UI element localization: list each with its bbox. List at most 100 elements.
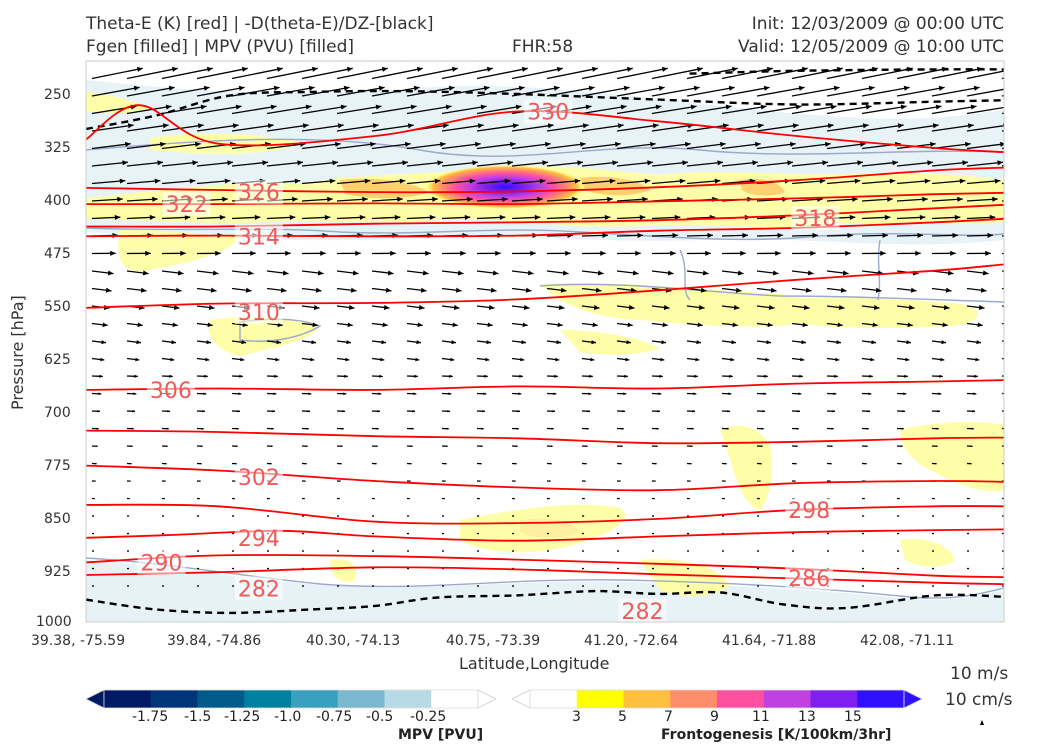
theta-e-label: 294 — [238, 527, 280, 552]
wind-vector — [441, 357, 455, 362]
wind-vector — [476, 304, 495, 311]
theta-e-label: 302 — [238, 466, 280, 491]
wind-vector — [511, 304, 530, 311]
stability-contour — [689, 68, 1004, 75]
fgen-colorbar-title: Frontogenesis [K/100km/3hr] — [661, 727, 892, 743]
y-tick-label: 775 — [44, 458, 71, 474]
wind-vector — [511, 196, 543, 202]
wind-vector — [441, 287, 462, 293]
wind-vector — [721, 160, 759, 167]
wind-vector — [931, 462, 937, 465]
wind-vector — [441, 340, 457, 345]
wind-vector — [231, 66, 283, 80]
wind-vector — [1001, 165, 1004, 167]
fgen-tick: 7 — [664, 709, 673, 725]
wind-vector — [896, 85, 945, 97]
wind-vector — [476, 214, 506, 220]
wind-vector — [336, 340, 352, 345]
wind-vector — [1001, 287, 1004, 290]
x-axis-label: Latitude,Longitude — [459, 654, 610, 673]
theta-e-label-bg — [618, 598, 667, 623]
wind-vector — [126, 123, 169, 132]
wind-vector — [337, 61, 341, 62]
wind-vector — [896, 357, 910, 362]
wind-vector — [336, 160, 374, 167]
theta-e-label-bg — [234, 224, 283, 249]
wind-vector — [266, 392, 277, 396]
wind-vector — [791, 160, 829, 167]
wind-vector — [476, 287, 497, 293]
wind-vector — [1001, 94, 1004, 97]
wind-vector — [721, 340, 737, 345]
wind-vector — [931, 104, 977, 115]
wind-vector — [931, 232, 958, 238]
wind-vector — [686, 85, 735, 97]
wind-vector — [721, 427, 729, 430]
wind-vector — [581, 304, 600, 311]
theta-e-label: 310 — [238, 301, 280, 326]
wind-vector — [651, 427, 659, 430]
wind-vector — [336, 445, 343, 447]
wind-vector — [406, 392, 417, 396]
wind-vector — [827, 61, 831, 62]
wind-vector — [582, 61, 586, 62]
wind-vector — [651, 322, 668, 328]
fgen-tick: 15 — [844, 709, 862, 725]
wind-vector — [931, 445, 938, 447]
fgen-tick: 5 — [618, 709, 627, 725]
wind-vector — [791, 445, 798, 447]
wind-vector — [651, 445, 658, 447]
fgen-tick: 3 — [572, 709, 581, 725]
wind-vector — [1001, 182, 1004, 185]
wind-vector — [301, 196, 333, 202]
colorbar-extend-left — [512, 689, 531, 709]
wind-vector — [616, 232, 643, 238]
wind-vector — [932, 61, 936, 62]
wind-vector — [231, 250, 256, 256]
y-tick-label: 700 — [44, 405, 71, 421]
wind-vector — [931, 178, 966, 185]
wind-vector — [896, 196, 928, 202]
wind-vector — [861, 123, 904, 132]
wind-vector — [511, 178, 546, 185]
wind-vector — [686, 445, 693, 447]
wind-vector — [721, 270, 744, 276]
title-line-2: Fgen [filled] | MPV (PVU) [filled] — [86, 37, 355, 57]
wind-vector — [126, 427, 134, 430]
wind-vector — [791, 410, 801, 413]
wind-vector — [196, 462, 202, 465]
wind-vector — [266, 66, 318, 80]
wind-vector — [861, 340, 877, 345]
wind-vector — [791, 123, 834, 132]
wind-vector — [756, 445, 763, 447]
wind-vector — [756, 250, 781, 256]
colorbar-swatch — [431, 690, 479, 708]
wind-vector — [931, 427, 939, 430]
wind-vector — [301, 250, 326, 256]
colorbar-swatch — [763, 690, 811, 708]
wind-vector — [546, 445, 553, 447]
wind-vector — [756, 462, 762, 465]
wind-vector — [91, 340, 107, 345]
y-tick-label: 550 — [44, 299, 71, 315]
wind-vector — [651, 304, 670, 311]
wind-vector — [966, 160, 1004, 167]
wind-vector — [966, 322, 983, 328]
theta-e-contour — [86, 191, 1004, 206]
wind-vector — [896, 232, 923, 238]
wind-vector — [267, 61, 271, 62]
wind-vector — [406, 196, 438, 202]
wind-vector — [196, 304, 215, 311]
wind-vector — [406, 287, 427, 293]
wind-vector — [476, 123, 519, 132]
wind-vector — [581, 178, 616, 185]
wind-vector — [126, 392, 137, 396]
wind-vector — [1001, 252, 1004, 255]
wind-vector — [406, 340, 422, 345]
wind-vector — [476, 374, 488, 378]
wind-vector — [686, 410, 696, 413]
theta-e-label: 322 — [166, 193, 208, 218]
wind-vector — [161, 214, 191, 220]
theta-e-label-bg — [524, 99, 573, 124]
wind-vector — [616, 445, 623, 447]
